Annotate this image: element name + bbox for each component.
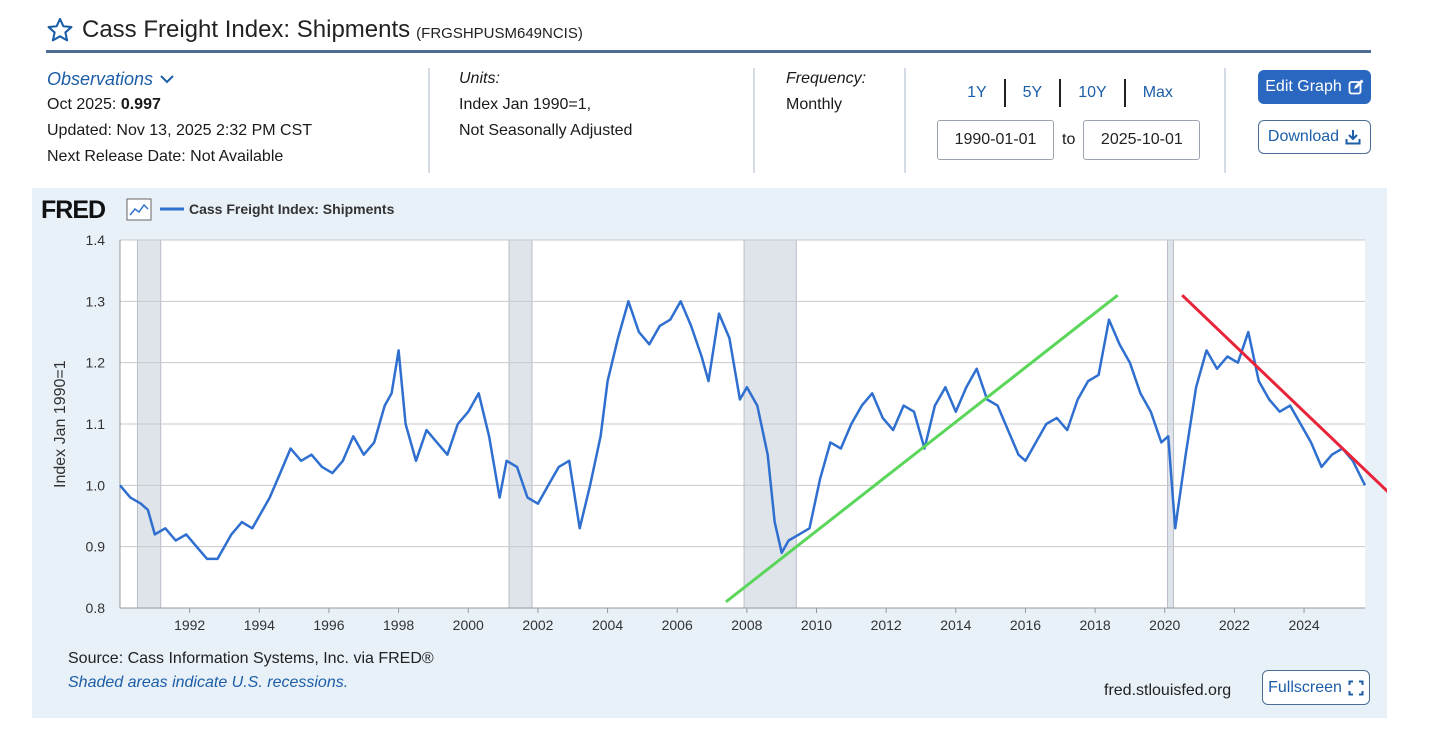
x-tick-label: 1994 [244,617,275,633]
y-tick-label: 1.2 [86,355,106,371]
next-release-text: Next Release Date: Not Available [47,148,284,165]
edit-icon [1348,79,1364,95]
x-tick-label: 1996 [313,617,344,633]
x-tick-label: 1998 [383,617,414,633]
units-line-1: Index Jan 1990=1, [459,96,592,113]
line-chart: FRED Cass Freight Index: Shipments Index… [41,196,1387,633]
frequency-label: Frequency: [786,70,867,87]
x-tick-label: 2016 [1010,617,1041,633]
to-label: to [1062,131,1076,148]
download-label: Download [1267,128,1340,145]
green-uptrend-line [725,294,1119,604]
chevron-down-icon [160,75,174,84]
x-tick-label: 2024 [1288,617,1319,633]
fullscreen-button[interactable]: Fullscreen [1262,670,1370,705]
range-5y-link[interactable]: 5Y [1022,84,1043,101]
y-axis-label: Index Jan 1990=1 [52,360,69,488]
y-tick-label: 1.1 [86,416,106,432]
observation-value: 0.997 [120,96,161,113]
title-row: Cass Freight Index: Shipments (FRGSHPUSM… [46,10,1372,50]
range-1y-link[interactable]: 1Y [967,84,987,101]
chart-panel: FRED Cass Freight Index: Shipments Index… [32,188,1387,718]
chart-mini-icon [126,198,152,221]
date-inputs: to [937,120,1210,160]
fred-url: fred.stlouisfed.org [1104,682,1232,699]
divider [904,68,906,173]
divider [1059,79,1062,107]
divider [428,68,430,173]
y-tick-label: 1.0 [86,477,106,493]
latest-observation: Oct 2025: 0.997 [47,92,417,118]
date-range-block: 1Y 5Y 10Y Max to [930,74,1210,160]
divider [753,68,755,173]
observations-block: Observations Oct 2025: 0.997 Updated: No… [47,66,417,170]
divider [1003,79,1006,107]
series-line [119,300,1367,561]
end-date-input[interactable] [1083,120,1201,160]
edit-graph-button[interactable]: Edit Graph [1258,70,1371,104]
updated-text: Updated: Nov 13, 2025 2:32 PM CST [47,122,313,139]
divider [1123,79,1126,107]
series-id: (FRGSHPUSM649NCIS) [416,24,583,42]
download-icon [1345,130,1361,145]
fred-logo: FRED [41,196,105,224]
title-divider [46,50,1371,53]
x-tick-label: 2010 [801,617,832,633]
y-tick-label: 1.4 [86,232,106,248]
plot-area: 0.8 0.9 1.0 1.1 1.2 1.3 1.4 1992 1994 1996 1998 200… [86,232,1387,633]
legend-label: Cass Freight Index: Shipments [189,201,395,217]
red-downtrend-line [1181,294,1387,494]
recession-note[interactable]: Shaded areas indicate U.S. recessions. [68,674,349,691]
x-tick-label: 2020 [1149,617,1180,633]
x-tick-label: 2012 [871,617,902,633]
download-button[interactable]: Download [1258,120,1371,154]
x-tick-label: 2022 [1219,617,1250,633]
x-tick-label: 2002 [522,617,553,633]
observations-dropdown[interactable]: Observations [47,66,417,92]
observation-date: Oct 2025: [47,96,117,113]
x-tick-label: 2008 [731,617,762,633]
source-text: Source: Cass Information Systems, Inc. v… [68,650,434,667]
x-tick-label: 2004 [592,617,623,633]
start-date-input[interactable] [937,120,1054,160]
fullscreen-icon [1348,680,1364,695]
x-tick-label: 2018 [1080,617,1111,633]
x-tick-label: 2006 [662,617,693,633]
star-icon[interactable] [46,16,74,44]
frequency-block: Frequency: Monthly [786,66,896,118]
range-10y-link[interactable]: 10Y [1078,84,1107,101]
y-tick-label: 1.3 [86,293,106,309]
frequency-value: Monthly [786,96,843,113]
x-tick-label: 2000 [453,617,484,633]
range-max-link[interactable]: Max [1142,84,1173,101]
units-block: Units: Index Jan 1990=1, Not Seasonally … [459,66,739,144]
y-tick-label: 0.9 [86,539,106,555]
y-tick-label: 0.8 [86,600,106,616]
x-tick-label: 1992 [174,617,205,633]
page-title: Cass Freight Index: Shipments [82,16,411,43]
range-links: 1Y 5Y 10Y Max [930,74,1210,112]
units-label: Units: [459,70,500,87]
x-tick-label: 2014 [940,617,971,633]
units-line-2: Not Seasonally Adjusted [459,122,633,139]
observations-label: Observations [47,69,154,89]
fullscreen-label: Fullscreen [1268,678,1342,696]
edit-graph-label: Edit Graph [1265,78,1342,95]
divider [1224,68,1226,173]
